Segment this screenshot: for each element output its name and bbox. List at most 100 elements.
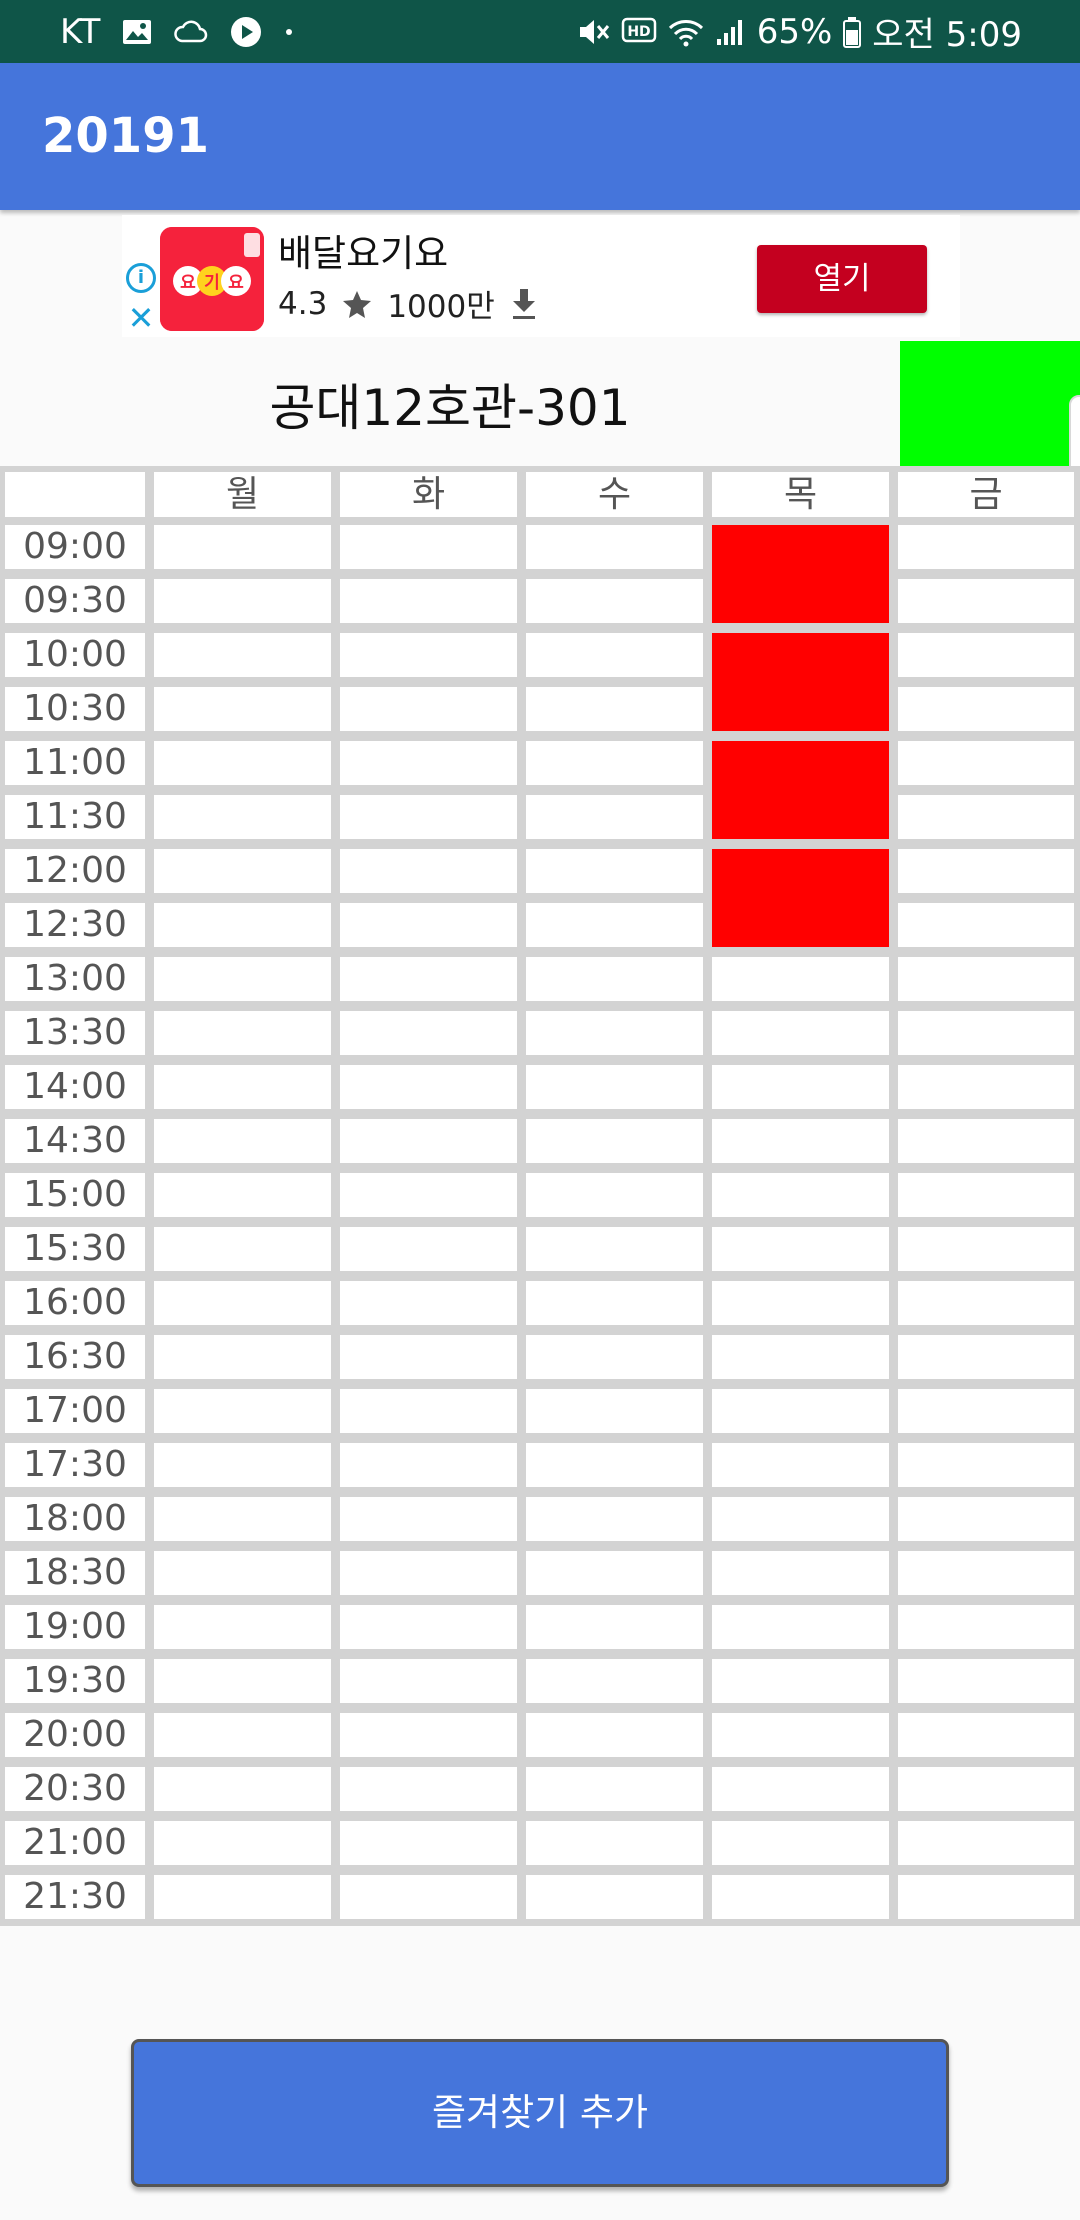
timetable-cell[interactable] [154, 1335, 331, 1379]
timetable-cell[interactable] [154, 1767, 331, 1811]
timetable-cell[interactable] [526, 525, 703, 569]
add-favorite-button[interactable]: 즐겨찾기 추가 [131, 2039, 949, 2187]
timetable-cell[interactable] [712, 1497, 889, 1541]
timetable-cell[interactable] [898, 633, 1074, 677]
timetable-cell[interactable] [526, 1281, 703, 1325]
timetable-cell[interactable] [526, 1767, 703, 1811]
timetable-cell[interactable] [712, 957, 889, 1001]
timetable-cell[interactable] [526, 1389, 703, 1433]
timetable-cell[interactable] [712, 1281, 889, 1325]
timetable-cell[interactable] [154, 687, 331, 731]
timetable-cell[interactable] [340, 1659, 517, 1703]
timetable-cell[interactable] [526, 1443, 703, 1487]
timetable-cell[interactable] [898, 903, 1074, 947]
timetable-cell[interactable] [898, 1821, 1074, 1865]
timetable-cell[interactable] [898, 1767, 1074, 1811]
timetable-cell[interactable] [526, 1551, 703, 1595]
timetable-cell[interactable] [898, 1335, 1074, 1379]
timetable-cell[interactable] [898, 525, 1074, 569]
timetable-cell[interactable] [526, 741, 703, 785]
timetable-cell[interactable] [526, 1011, 703, 1055]
timetable-cell[interactable] [340, 1281, 517, 1325]
timetable-cell[interactable] [712, 1173, 889, 1217]
timetable-cell[interactable] [340, 1875, 517, 1919]
timetable-cell[interactable] [154, 1713, 331, 1757]
timetable-cell[interactable] [898, 1065, 1074, 1109]
timetable-cell[interactable] [340, 1011, 517, 1055]
timetable-cell[interactable] [340, 1443, 517, 1487]
timetable-cell[interactable] [340, 849, 517, 893]
timetable-cell[interactable] [898, 1443, 1074, 1487]
timetable-cell[interactable] [898, 1875, 1074, 1919]
timetable-cell[interactable] [898, 1551, 1074, 1595]
timetable-cell[interactable] [340, 1335, 517, 1379]
timetable-cell[interactable] [712, 1821, 889, 1865]
ad-banner[interactable]: i ✕ 요 기 요 배달요기요 4.3 1000만 열기 [122, 215, 960, 337]
timetable-cell[interactable] [340, 1821, 517, 1865]
timetable-cell[interactable] [154, 1659, 331, 1703]
timetable-cell[interactable] [154, 1443, 331, 1487]
timetable-cell[interactable] [154, 1821, 331, 1865]
timetable-cell[interactable] [898, 1011, 1074, 1055]
ad-app-name[interactable]: 배달요기요 [278, 232, 449, 275]
timetable-cell[interactable] [526, 903, 703, 947]
timetable-cell[interactable] [154, 1281, 331, 1325]
timetable-cell[interactable] [154, 795, 331, 839]
timetable-cell[interactable] [154, 957, 331, 1001]
timetable-cell[interactable] [712, 1227, 889, 1271]
timetable-cell[interactable] [526, 1497, 703, 1541]
timetable-cell[interactable] [154, 1875, 331, 1919]
timetable-cell[interactable] [340, 1713, 517, 1757]
timetable-cell[interactable] [526, 1119, 703, 1163]
timetable-cell[interactable] [712, 1065, 889, 1109]
timetable-cell[interactable] [712, 1605, 889, 1649]
booked-block[interactable] [712, 633, 889, 731]
timetable-cell[interactable] [898, 849, 1074, 893]
timetable-cell[interactable] [898, 1173, 1074, 1217]
timetable-cell[interactable] [526, 849, 703, 893]
timetable-cell[interactable] [340, 957, 517, 1001]
timetable-cell[interactable] [340, 633, 517, 677]
timetable-cell[interactable] [154, 1227, 331, 1271]
timetable-cell[interactable] [154, 525, 331, 569]
timetable-cell[interactable] [898, 1713, 1074, 1757]
timetable-cell[interactable] [154, 1065, 331, 1109]
timetable-cell[interactable] [154, 1011, 331, 1055]
timetable-cell[interactable] [340, 795, 517, 839]
timetable-cell[interactable] [898, 795, 1074, 839]
timetable-cell[interactable] [712, 1389, 889, 1433]
booked-block[interactable] [712, 741, 889, 839]
timetable-cell[interactable] [712, 1443, 889, 1487]
timetable-cell[interactable] [340, 1173, 517, 1217]
timetable-cell[interactable] [340, 525, 517, 569]
timetable-cell[interactable] [340, 1551, 517, 1595]
timetable-cell[interactable] [712, 1875, 889, 1919]
timetable-cell[interactable] [154, 903, 331, 947]
ad-app-logo[interactable]: 요 기 요 [160, 227, 264, 331]
timetable-cell[interactable] [340, 903, 517, 947]
timetable-cell[interactable] [526, 1227, 703, 1271]
timetable-cell[interactable] [340, 579, 517, 623]
timetable-cell[interactable] [154, 579, 331, 623]
booked-block[interactable] [712, 849, 889, 947]
timetable-cell[interactable] [712, 1335, 889, 1379]
timetable-cell[interactable] [154, 1551, 331, 1595]
booked-block[interactable] [712, 525, 889, 623]
timetable-cell[interactable] [526, 633, 703, 677]
timetable-cell[interactable] [526, 1875, 703, 1919]
timetable-cell[interactable] [526, 687, 703, 731]
ad-info-icon[interactable]: i [126, 263, 156, 293]
timetable-cell[interactable] [526, 579, 703, 623]
timetable-cell[interactable] [526, 957, 703, 1001]
timetable-cell[interactable] [154, 633, 331, 677]
timetable-cell[interactable] [898, 687, 1074, 731]
timetable-cell[interactable] [154, 1173, 331, 1217]
timetable-cell[interactable] [898, 1605, 1074, 1649]
timetable-cell[interactable] [340, 1605, 517, 1649]
timetable-cell[interactable] [712, 1119, 889, 1163]
timetable-cell[interactable] [526, 1713, 703, 1757]
timetable-cell[interactable] [712, 1713, 889, 1757]
timetable-cell[interactable] [526, 1065, 703, 1109]
timetable-cell[interactable] [898, 1389, 1074, 1433]
timetable-cell[interactable] [340, 1767, 517, 1811]
